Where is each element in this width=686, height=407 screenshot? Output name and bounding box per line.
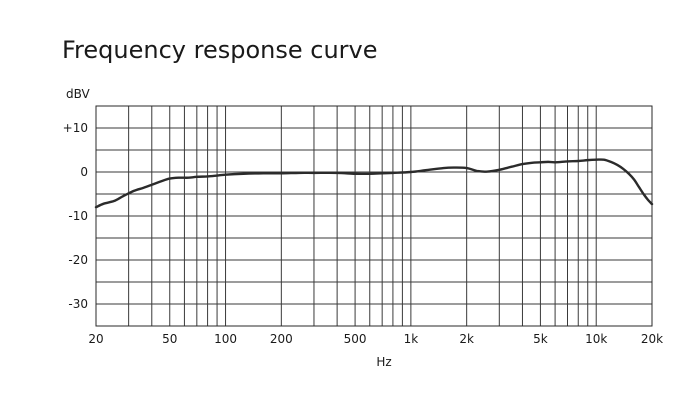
y-axis-unit-label: dBV <box>66 87 90 101</box>
y-tick-label: -10 <box>68 209 88 223</box>
x-tick-label: 2k <box>459 332 474 346</box>
x-tick-label: 200 <box>270 332 293 346</box>
x-tick-label: 10k <box>585 332 607 346</box>
x-tick-label: 20 <box>88 332 103 346</box>
y-tick-label: -20 <box>68 253 88 267</box>
x-tick-label: 100 <box>214 332 237 346</box>
x-tick-label: 500 <box>344 332 367 346</box>
chart-title: Frequency response curve <box>62 36 378 64</box>
plot-frame <box>95 105 653 327</box>
x-tick-label: 20k <box>641 332 663 346</box>
x-tick-label: 5k <box>533 332 548 346</box>
x-tick-labels: 20 50 100 200 500 1k 2k 5k 10k 20k <box>88 332 663 346</box>
y-tick-label: +10 <box>63 121 88 135</box>
y-tick-label: -30 <box>68 297 88 311</box>
grid-lines <box>95 106 653 326</box>
x-tick-label: 50 <box>162 332 177 346</box>
x-axis-unit-label: Hz <box>376 355 391 369</box>
series-line-frequency-response <box>94 158 654 209</box>
x-tick-label: 1k <box>404 332 419 346</box>
y-tick-labels: +10 0 -10 -20 -30 <box>63 121 88 311</box>
y-tick-label: 0 <box>80 165 88 179</box>
